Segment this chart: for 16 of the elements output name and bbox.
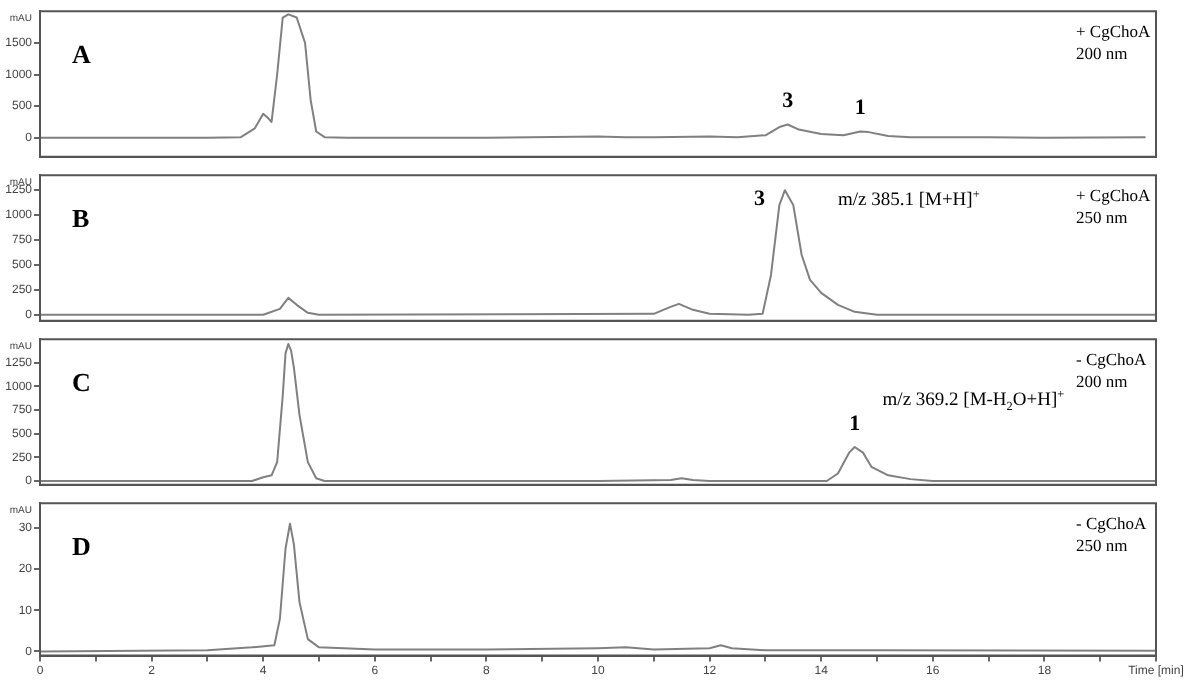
annotation: 200 nm bbox=[1076, 371, 1129, 392]
annotation: 250 nm bbox=[1076, 207, 1129, 228]
text: D bbox=[72, 530, 91, 561]
text: C bbox=[72, 366, 91, 397]
annotation: 3 bbox=[782, 89, 795, 114]
annotation: - CgChoA bbox=[1076, 349, 1149, 370]
annotation: 200 nm bbox=[1076, 43, 1129, 64]
annotation: - CgChoA bbox=[1076, 513, 1149, 534]
text: B bbox=[72, 202, 90, 233]
annotation: + CgChoA bbox=[1076, 21, 1153, 42]
annotation: 250 nm bbox=[1076, 535, 1129, 556]
annotation: 1 bbox=[854, 96, 866, 121]
text: A bbox=[72, 38, 92, 69]
annotation: + CgChoA bbox=[1076, 185, 1153, 206]
annotation: 3 bbox=[753, 186, 766, 211]
annotation: 1 bbox=[849, 411, 861, 436]
